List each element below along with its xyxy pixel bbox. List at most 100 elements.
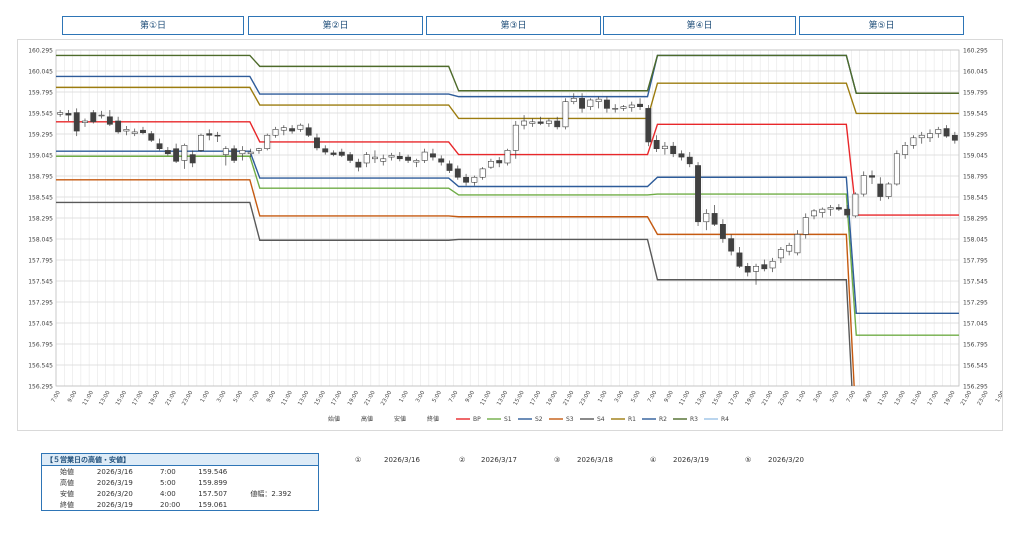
date-key-date: 2026/3/19	[673, 456, 709, 464]
y-tick-label-right: 158.795	[963, 174, 988, 181]
candle-body	[454, 168, 461, 178]
y-tick-label-left: 157.295	[28, 300, 53, 307]
candle-body	[686, 156, 693, 165]
candle-body	[496, 160, 503, 164]
candle-body	[620, 106, 627, 109]
x-tick-label: 9:00	[862, 390, 874, 404]
candle-body	[314, 137, 320, 149]
candle-body	[231, 148, 238, 161]
x-tick-label: 7:00	[50, 390, 62, 404]
x-tick-label: 17:00	[330, 390, 343, 407]
candle-body	[877, 183, 884, 197]
candle-body	[371, 156, 378, 160]
pivot-line-s2	[56, 150, 959, 315]
x-tick-label: 7:00	[846, 390, 858, 404]
candle-body	[653, 140, 660, 150]
candle-body	[918, 134, 925, 139]
candle-body	[579, 97, 586, 109]
pivot-line-r1	[56, 82, 959, 120]
candle-body	[637, 103, 644, 108]
candle-body	[82, 120, 88, 123]
pivot-line-r4	[56, 40, 1002, 41]
x-tick-label: 21:00	[165, 390, 178, 407]
candle-body	[65, 113, 72, 116]
candle-body	[338, 151, 345, 156]
date-key-date: 2026/3/16	[384, 456, 420, 464]
candle-body	[885, 183, 892, 197]
candle-body	[678, 153, 685, 158]
summary-date: 2026/3/16	[96, 467, 133, 476]
y-tick-label-left: 159.545	[28, 111, 53, 118]
x-tick-label: 13:00	[695, 390, 708, 407]
date-key-mark: ⑤	[745, 456, 752, 464]
candle-body	[421, 151, 428, 161]
candle-body	[247, 151, 254, 155]
legend-candle-label: 安値	[394, 415, 406, 423]
day-tab-4: 第④日	[603, 16, 796, 35]
y-tick-label-right: 157.545	[963, 279, 988, 286]
legend-label-r4: R4	[721, 416, 729, 423]
y-tick-label-right: 160.295	[963, 48, 988, 55]
candle-body	[844, 208, 851, 216]
x-tick-label: 13:00	[297, 390, 310, 407]
summary-time: 20:00	[156, 499, 195, 511]
y-tick-label-right: 159.045	[963, 153, 988, 160]
candle-body	[927, 133, 933, 139]
candle-body	[827, 207, 834, 210]
y-tick-label-left: 157.545	[28, 279, 53, 286]
candle-body	[703, 213, 710, 223]
x-tick-label: 19:00	[546, 390, 559, 407]
chart-frame: 160.295 160.295 160.045 160.045 159.795 159.7…	[17, 39, 1003, 431]
y-tick-label-right: 158.045	[963, 237, 988, 244]
legend-label-bp: BP	[473, 416, 481, 423]
candle-body	[554, 120, 561, 128]
x-tick-label: 9:00	[664, 390, 676, 404]
candle-body	[347, 154, 354, 161]
summary-label: 始値	[60, 467, 74, 476]
candle-body	[910, 137, 917, 146]
summary-note	[246, 466, 318, 478]
candle-body	[711, 213, 718, 225]
x-tick-label: 17:00	[927, 390, 940, 407]
x-tick-label: 15:00	[513, 390, 526, 407]
summary-date: 2026/3/19	[92, 499, 157, 511]
y-tick-label-right: 157.045	[963, 321, 988, 328]
summary-label: 安値	[60, 489, 74, 498]
x-tick-label: 3:00	[614, 390, 626, 404]
candle-body	[902, 145, 909, 155]
x-tick-label: 9:00	[266, 390, 278, 404]
candlestick-chart: 160.295 160.295 160.045 160.045 159.795 159.7…	[28, 40, 1002, 424]
candle-body	[330, 152, 337, 155]
y-tick-label-left: 156.545	[28, 363, 53, 370]
x-tick-label: 13:00	[98, 390, 111, 407]
day-tab-1: 第①日	[62, 16, 244, 35]
candle-body	[695, 165, 701, 223]
x-tick-label: 1:00	[200, 390, 212, 404]
y-tick-label-left: 160.045	[28, 69, 53, 76]
candle-body	[198, 134, 204, 151]
x-tick-label: 11:00	[281, 390, 294, 407]
y-tick-label-left: 158.295	[28, 216, 53, 223]
pivot-line-s3	[56, 179, 855, 386]
y-tick-label-left: 157.795	[28, 258, 53, 265]
x-tick-label: 11:00	[480, 390, 493, 407]
x-tick-label: 19:00	[347, 390, 360, 407]
candle-body	[645, 108, 652, 143]
candle-body	[189, 154, 196, 164]
candle-body	[405, 156, 412, 161]
candle-body	[744, 266, 751, 273]
summary-header: 【５営業日の高値・安値】	[41, 453, 319, 466]
x-tick-label: 15:00	[115, 390, 128, 407]
candle-body	[322, 148, 329, 153]
candle-body	[736, 252, 743, 267]
candle-body	[761, 264, 768, 270]
candle-body	[156, 143, 163, 150]
plot-border	[55, 49, 960, 387]
date-key-date: 2026/3/18	[577, 456, 613, 464]
candle-body	[595, 98, 602, 102]
candle-body	[612, 108, 619, 110]
legend-candle-label: 始値	[328, 415, 340, 423]
candle-body	[471, 176, 478, 183]
x-tick-label: 1:00	[995, 390, 1002, 404]
summary-price: 159.061	[194, 499, 247, 511]
